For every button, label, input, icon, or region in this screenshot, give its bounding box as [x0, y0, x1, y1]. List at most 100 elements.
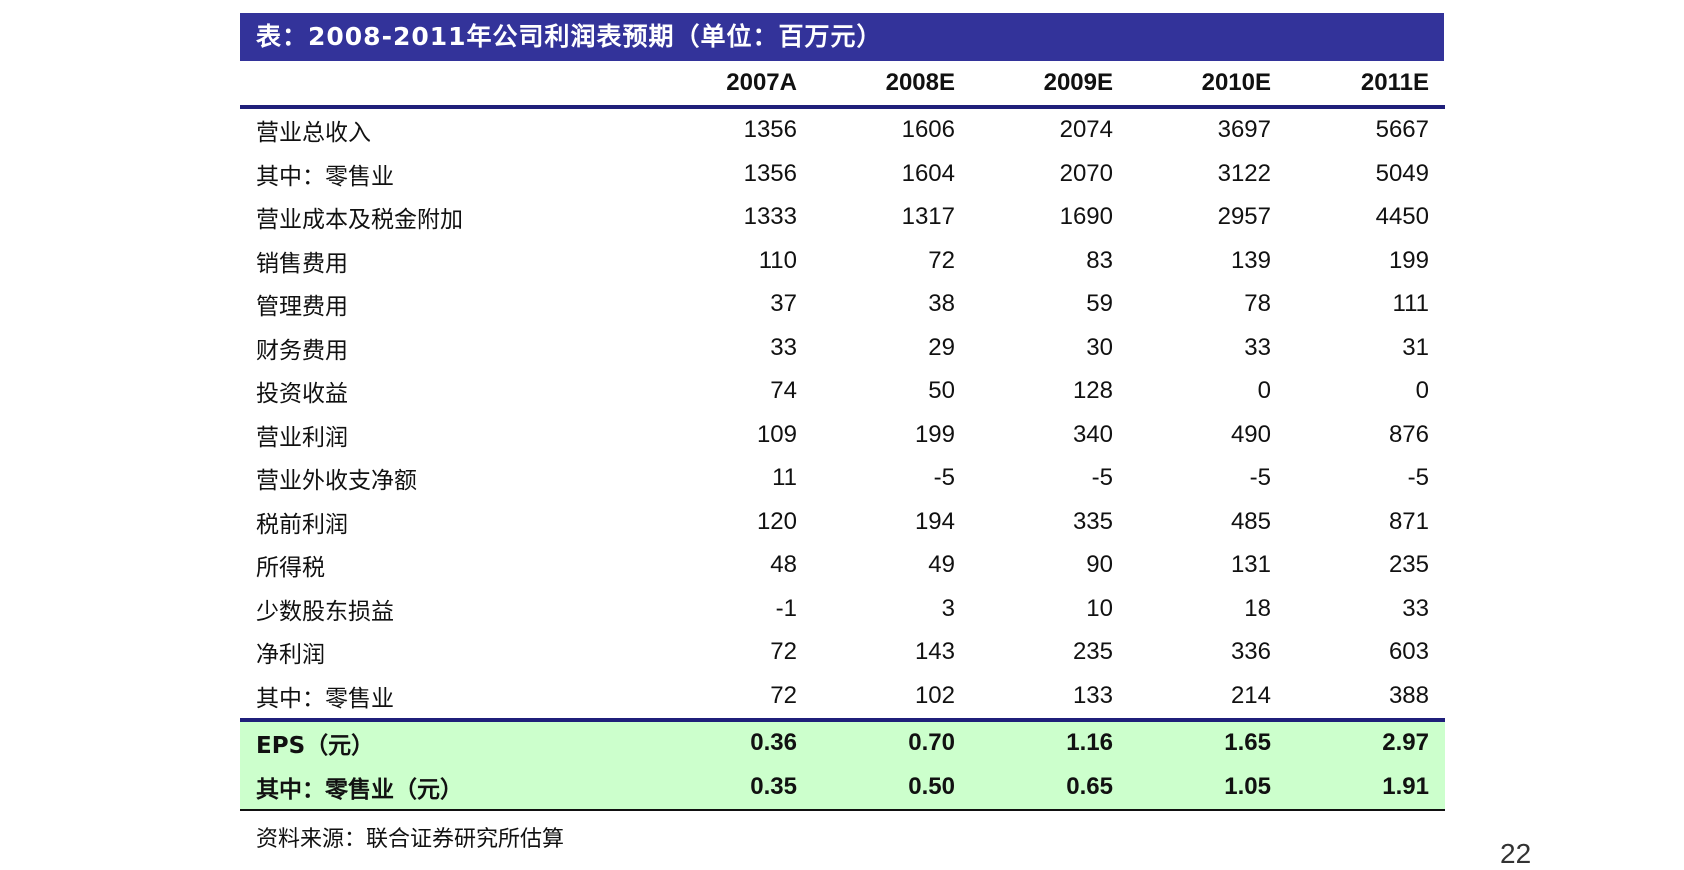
table-cell: 2.97 [1287, 717, 1445, 765]
table-cell: 2070 [1059, 159, 1113, 187]
page-number: 22 [1500, 838, 1532, 869]
table-cell: 5667 [1375, 116, 1429, 144]
table-cell: 603 [1388, 638, 1429, 666]
table-cell: 74 [770, 377, 797, 405]
column-header: 2007A [655, 61, 813, 109]
table-cell: 0.35 [655, 765, 813, 811]
table-cell: 128 [1072, 377, 1113, 405]
table-cell: 1.05 [1129, 765, 1287, 811]
row-label: 销售费用 [256, 250, 348, 277]
table-cell: 1356 [743, 116, 797, 144]
column-header: 2008E [813, 61, 971, 109]
table-cell: -5 [1091, 464, 1113, 492]
table-cell: 48 [770, 551, 797, 579]
table-cell: 109 [756, 420, 797, 448]
table-cell: 10 [1086, 594, 1113, 622]
table-row: 营业成本及税金附加 1333 1317 1690 2957 4450 [240, 196, 1445, 240]
column-header: 2011E [1287, 61, 1445, 109]
table-cell: 1.91 [1287, 765, 1445, 811]
row-label: 投资收益 [256, 381, 348, 408]
eps-row: 其中：零售业（元） 0.35 0.50 0.65 1.05 1.91 [240, 765, 1445, 811]
row-label: 营业成本及税金附加 [256, 207, 463, 234]
table-cell: 0.36 [655, 717, 813, 765]
table-row: 销售费用 110 72 83 139 199 [240, 239, 1445, 283]
table-cell: 33 [770, 333, 797, 361]
column-header [240, 61, 655, 109]
table-cell: -5 [933, 464, 955, 492]
table-cell: 5049 [1375, 159, 1429, 187]
table-cell: 340 [1072, 420, 1113, 448]
row-label: 管理费用 [256, 294, 348, 321]
row-label: 其中：零售业 [256, 163, 394, 190]
row-label: 其中：零售业 [256, 685, 394, 712]
table-cell: 33 [1244, 333, 1271, 361]
table-cell: 133 [1072, 681, 1113, 709]
row-label: 财务费用 [256, 337, 348, 364]
table-cell: 0.70 [813, 717, 971, 765]
table-cell: 199 [914, 420, 955, 448]
table-cell: 50 [928, 377, 955, 405]
table-cell: 102 [914, 681, 955, 709]
table-cell: 139 [1230, 246, 1271, 274]
table-cell: 1.65 [1129, 717, 1287, 765]
table-row: 其中：零售业 1356 1604 2070 3122 5049 [240, 152, 1445, 196]
table-row: 其中：零售业 72 102 133 214 388 [240, 674, 1445, 720]
table-cell: 0 [1415, 377, 1429, 405]
table-cell: -5 [1249, 464, 1271, 492]
row-label: 税前利润 [256, 511, 348, 538]
table-cell: 214 [1230, 681, 1271, 709]
table-cell: 111 [1392, 290, 1429, 318]
table-cell: 490 [1230, 420, 1271, 448]
table-cell: 0.65 [971, 765, 1129, 811]
table-cell: 11 [772, 464, 797, 492]
table-cell: 4450 [1375, 203, 1429, 231]
table-cell: 871 [1388, 507, 1429, 535]
table-cell: 31 [1402, 333, 1429, 361]
table-cell: 1.16 [971, 717, 1129, 765]
table-row: 营业利润 109 199 340 490 876 [240, 413, 1445, 457]
column-header: 2009E [971, 61, 1129, 109]
table-row: 所得税 48 49 90 131 235 [240, 544, 1445, 588]
source-note: 资料来源：联合证券研究所估算 [256, 826, 565, 852]
table-cell: 0.50 [813, 765, 971, 811]
table-cell: 876 [1388, 420, 1429, 448]
table-row: 财务费用 33 29 30 33 31 [240, 326, 1445, 370]
table-cell: 3 [941, 594, 955, 622]
table-cell: 131 [1230, 551, 1271, 579]
column-header: 2010E [1129, 61, 1287, 109]
income-statement-table-block: 表：2008-2011年公司利润表预期（单位：百万元） 2007A 2008E … [240, 13, 1445, 853]
row-label: 所得税 [256, 555, 325, 582]
table-cell: 1317 [901, 203, 955, 231]
table-title: 表：2008-2011年公司利润表预期（单位：百万元） [240, 13, 1444, 61]
table-row: 投资收益 74 50 128 0 0 [240, 370, 1445, 414]
table-cell: 38 [928, 290, 955, 318]
table-cell: 29 [928, 333, 955, 361]
table-cell: 1606 [901, 116, 955, 144]
table-cell: 59 [1086, 290, 1113, 318]
table-row: 营业总收入 1356 1606 2074 3697 5667 [240, 107, 1445, 153]
row-label: EPS（元） [240, 717, 655, 765]
table-row: 营业外收支净额 11 -5 -5 -5 -5 [240, 457, 1445, 501]
table-cell: -5 [1407, 464, 1429, 492]
table-cell: 72 [770, 681, 797, 709]
table-cell: 18 [1244, 594, 1271, 622]
eps-row: EPS（元） 0.36 0.70 1.16 1.65 2.97 [240, 717, 1445, 765]
header-row: 2007A 2008E 2009E 2010E 2011E [240, 61, 1445, 109]
table-cell: 83 [1086, 246, 1113, 274]
table-cell: 120 [756, 507, 797, 535]
table-row: 净利润 72 143 235 336 603 [240, 631, 1445, 675]
table-cell: 485 [1230, 507, 1271, 535]
row-label: 营业外收支净额 [256, 468, 417, 495]
table-cell: 72 [770, 638, 797, 666]
table-cell: 1690 [1059, 203, 1113, 231]
table-cell: 143 [914, 638, 955, 666]
table-cell: 78 [1244, 290, 1271, 318]
table-cell: 335 [1072, 507, 1113, 535]
row-label: 其中：零售业（元） [240, 765, 655, 811]
table-cell: 0 [1257, 377, 1271, 405]
table-cell: 235 [1072, 638, 1113, 666]
table-cell: 72 [928, 246, 955, 274]
table-cell: 37 [770, 290, 797, 318]
table-cell: 2957 [1217, 203, 1271, 231]
table-row: 管理费用 37 38 59 78 111 [240, 283, 1445, 327]
